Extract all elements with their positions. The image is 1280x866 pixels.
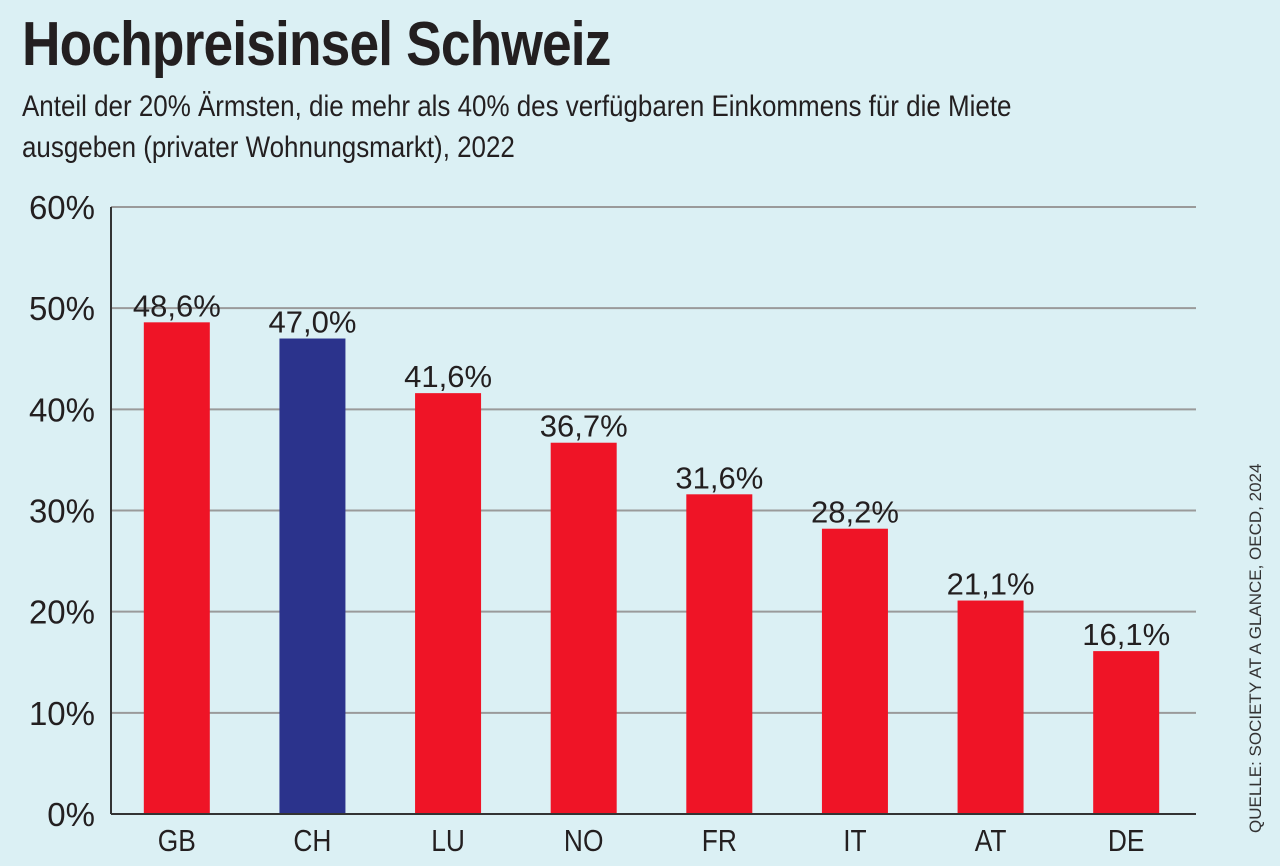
- data-label-fr: 31,6%: [675, 460, 763, 495]
- subtitle-line-2: ausgeben (privater Wohnungsmarkt), 2022: [22, 131, 515, 164]
- x-tick-label-no: NO: [564, 824, 603, 858]
- subtitle-line-1: Anteil der 20% Ärmsten, die mehr als 40%…: [22, 90, 1012, 123]
- chart-subtitle: Anteil der 20% Ärmsten, die mehr als 40%…: [22, 86, 1233, 168]
- bar-fr: [686, 494, 753, 814]
- y-tick-label: 10%: [29, 695, 95, 732]
- x-tick-label-ch: CH: [293, 824, 331, 858]
- y-tick-label: 50%: [29, 290, 95, 327]
- source-note: QUELLE: SOCIETY AT A GLANCE, OECD, 2024: [1246, 463, 1265, 833]
- y-tick-label: 30%: [29, 493, 95, 530]
- x-axis-tick-labels: GB CH LU NO FR IT AT DE: [158, 824, 1145, 858]
- data-label-lu: 41,6%: [404, 359, 492, 394]
- gridlines: [111, 206, 1196, 714]
- y-axis-tick-labels: 0% 10% 20% 30% 40% 50% 60%: [29, 189, 95, 833]
- x-tick-label-at: AT: [975, 824, 1007, 858]
- data-label-gb: 48,6%: [133, 288, 221, 323]
- data-label-ch: 47,0%: [268, 305, 356, 340]
- y-tick-label: 40%: [29, 391, 95, 428]
- data-label-it: 28,2%: [811, 495, 899, 530]
- bar-it: [821, 528, 888, 814]
- bar-gb: [143, 322, 210, 814]
- axes: [110, 207, 1196, 815]
- x-tick-label-de: DE: [1108, 824, 1145, 858]
- bar-de: [1093, 651, 1160, 814]
- bar-no: [550, 442, 617, 814]
- x-tick-label-it: IT: [843, 824, 866, 858]
- bar-ch: [279, 338, 346, 814]
- x-tick-label-lu: LU: [431, 824, 465, 858]
- data-labels: 48,6% 47,0% 41,6% 36,7% 31,6% 28,2% 21,1% 16,1%: [133, 288, 1170, 652]
- bar-lu: [415, 393, 482, 814]
- chart-title: Hochpreisinsel Schweiz: [22, 10, 611, 79]
- y-tick-label: 20%: [29, 594, 95, 631]
- bars: [143, 322, 1160, 814]
- data-label-no: 36,7%: [540, 409, 628, 444]
- data-label-at: 21,1%: [947, 567, 1035, 602]
- x-tick-label-gb: GB: [158, 824, 196, 858]
- x-tick-label-fr: FR: [702, 824, 737, 858]
- y-tick-label: 0%: [47, 796, 95, 833]
- y-tick-label: 60%: [29, 189, 95, 226]
- bar-at: [957, 600, 1024, 814]
- data-label-de: 16,1%: [1082, 617, 1170, 652]
